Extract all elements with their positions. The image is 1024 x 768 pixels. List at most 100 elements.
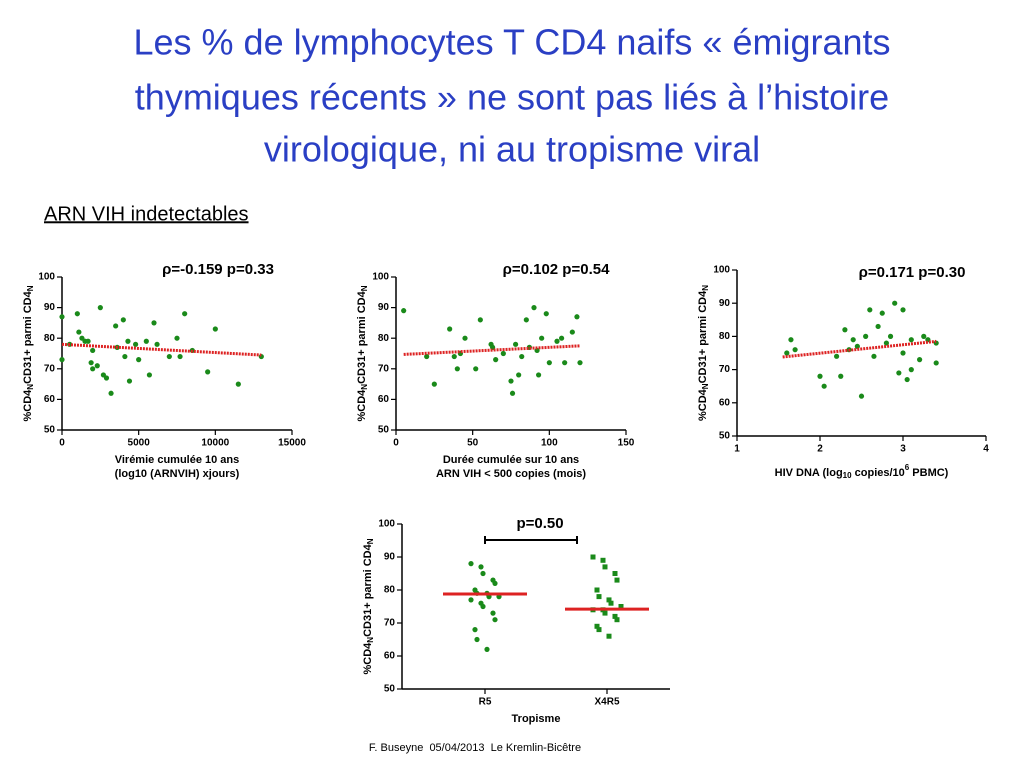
x-axis-label: (log10 (ARNVIH) xjours) <box>115 468 240 480</box>
label-part: PBMC) <box>909 467 948 479</box>
label-part: %CD4 <box>362 642 374 675</box>
label-part: CD31+ parmi CD4 <box>356 290 368 384</box>
point <box>174 335 180 341</box>
point <box>594 587 600 593</box>
point <box>478 564 484 570</box>
label-part: %CD4 <box>356 389 368 422</box>
point <box>788 337 794 343</box>
annotation: ρ=0.171 p=0.30 <box>859 264 966 281</box>
point <box>879 310 885 316</box>
point <box>921 333 927 339</box>
point <box>113 323 119 329</box>
annotation: p=0.50 <box>516 515 563 532</box>
label-part: %CD4 <box>22 389 34 422</box>
point <box>90 366 96 372</box>
point <box>451 353 457 360</box>
point <box>513 341 519 347</box>
point <box>834 353 840 359</box>
title-line: thymiques récents » ne sont pas liés à l… <box>135 77 889 118</box>
y-tick-label: 90 <box>719 298 731 309</box>
label-part: copies/10 <box>852 467 905 479</box>
y-axis-label: %CD4NCD31+ parmi CD4N <box>22 285 35 421</box>
x-tick-label: 150 <box>618 438 635 449</box>
point <box>559 335 565 341</box>
point <box>519 353 525 360</box>
y-tick-label: 50 <box>384 684 396 695</box>
label-script: N <box>26 285 35 291</box>
point <box>863 333 869 339</box>
y-tick-label: 60 <box>378 394 390 405</box>
label-part: CD31+ parmi CD4 <box>697 290 709 384</box>
point <box>474 636 480 643</box>
y-axis-label: %CD4NCD31+ parmi CD4N <box>356 285 369 421</box>
point <box>821 383 827 389</box>
point <box>600 557 606 563</box>
point <box>896 370 902 376</box>
point <box>594 623 600 629</box>
point <box>546 360 552 366</box>
point <box>596 594 602 600</box>
point <box>76 329 82 335</box>
point <box>151 320 157 326</box>
fit-line <box>403 344 581 356</box>
y-tick-label: 100 <box>713 265 730 276</box>
label-part: ARN VIH < 500 copies (mois) <box>436 468 586 480</box>
point <box>143 338 149 344</box>
annotation: ρ=-0.159 p=0.33 <box>162 261 274 278</box>
point <box>569 329 575 335</box>
y-tick-label: 80 <box>44 333 56 344</box>
x-axis-label: Virémie cumulée 10 ans <box>115 454 240 466</box>
point <box>562 360 568 366</box>
x-axis-label: ARN VIH < 500 copies (mois) <box>436 468 586 480</box>
point <box>614 577 620 583</box>
y-axis-label: %CD4NCD31+ parmi CD4N <box>362 538 375 674</box>
y-tick-label: 100 <box>38 272 55 283</box>
label-part: Durée cumulée sur 10 ans <box>443 454 579 466</box>
point <box>602 564 608 570</box>
point <box>431 381 437 387</box>
point <box>59 314 65 320</box>
point <box>108 390 114 396</box>
point <box>842 327 848 333</box>
bracket <box>484 536 578 544</box>
label-part: CD31+ parmi CD4 <box>362 543 374 637</box>
label-script: N <box>366 538 375 544</box>
point <box>480 603 486 610</box>
y-tick-label: 80 <box>719 331 731 342</box>
point <box>523 317 529 323</box>
point <box>473 366 479 372</box>
point <box>933 340 939 346</box>
point <box>235 381 241 387</box>
y-tick-label: 70 <box>384 618 396 629</box>
label-part: (log10 (ARNVIH) xjours) <box>115 468 240 480</box>
point <box>205 369 211 375</box>
x-tick-label: 10000 <box>201 438 229 449</box>
x-tick-label: 4 <box>983 444 989 455</box>
point <box>892 300 898 306</box>
point <box>554 338 560 344</box>
point <box>122 353 128 360</box>
title-line: virologique, ni au tropisme viral <box>264 129 760 170</box>
point <box>468 561 474 567</box>
point <box>887 333 894 339</box>
point <box>908 337 914 343</box>
x-tick-label: X4R5 <box>594 697 619 708</box>
label-part: HIV DNA (log <box>775 467 843 479</box>
point <box>577 360 583 366</box>
point <box>900 350 906 356</box>
point <box>103 375 110 381</box>
point <box>792 347 798 353</box>
point <box>492 580 498 587</box>
point <box>531 305 537 311</box>
y-tick-label: 90 <box>378 302 390 313</box>
point <box>596 627 602 633</box>
x-tick-label: 50 <box>467 438 479 449</box>
y-tick-label: 70 <box>378 363 390 374</box>
point <box>97 305 103 311</box>
label-script: N <box>366 637 375 643</box>
point <box>477 317 483 323</box>
point <box>493 357 499 363</box>
y-tick-label: 50 <box>44 425 56 436</box>
point <box>817 373 823 379</box>
y-tick-label: 70 <box>719 364 731 375</box>
